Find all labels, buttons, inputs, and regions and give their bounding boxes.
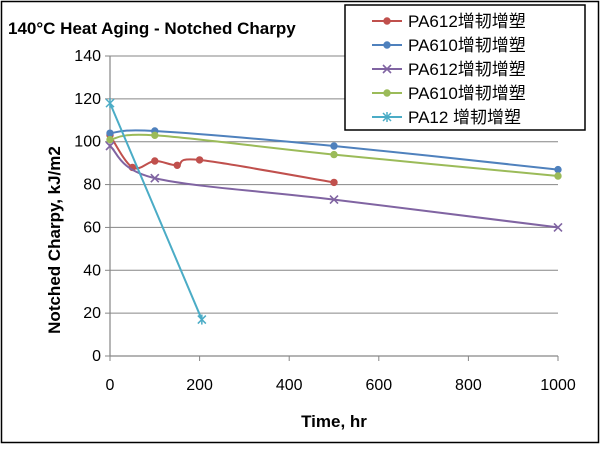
legend-marker <box>382 112 392 122</box>
x-tick-label: 0 <box>106 377 115 394</box>
data-point <box>330 150 338 159</box>
legend-marker <box>382 64 392 74</box>
data-point <box>151 157 159 165</box>
legend-label: PA612增韧增塑 <box>408 60 526 79</box>
y-tick-label: 140 <box>74 48 101 65</box>
data-point <box>554 165 562 174</box>
y-tick-label: 40 <box>83 262 101 279</box>
x-tick-label: 800 <box>455 377 482 394</box>
legend-marker <box>383 17 391 25</box>
data-point <box>195 156 204 164</box>
x-axis-label: Time, hr <box>301 412 367 431</box>
legend-item: PA610增韧增塑 <box>372 36 526 55</box>
y-tick-label: 100 <box>74 134 101 151</box>
y-axis-label: Notched Charpy, kJ/m2 <box>45 146 64 334</box>
series-2 <box>106 127 562 174</box>
series-line <box>109 145 559 229</box>
data-point <box>105 98 115 109</box>
x-tick-label: 1000 <box>540 377 576 394</box>
x-tick-label: 600 <box>365 377 392 394</box>
data-point <box>105 141 115 151</box>
y-tick-label: 0 <box>92 348 101 365</box>
series-line <box>109 129 559 171</box>
data-point <box>330 178 338 187</box>
series-3 <box>105 141 563 232</box>
x-tick-label: 400 <box>276 377 303 394</box>
y-tick-label: 20 <box>83 305 101 322</box>
legend-marker <box>383 89 391 97</box>
data-point <box>151 131 159 139</box>
legend-label: PA610增韧增塑 <box>408 36 526 55</box>
tick-labels: 0 20 40 60 80 100 120 140 0 200 400 600 800 1000 <box>74 48 576 394</box>
y-tick-label: 120 <box>74 91 101 108</box>
legend-label: PA610增韧增塑 <box>408 84 526 103</box>
data-point <box>330 142 338 150</box>
y-tick-label: 80 <box>83 177 101 194</box>
series-line <box>109 102 203 320</box>
legend-item: PA612增韧增塑 <box>372 60 526 79</box>
data-point <box>150 173 160 183</box>
series-5 <box>105 98 207 325</box>
legend-item: PA12 增韧增塑 <box>372 108 521 127</box>
data-point <box>173 161 181 169</box>
x-tick-label: 200 <box>186 377 213 394</box>
chart-title: 140°C Heat Aging - Notched Charpy <box>8 19 296 38</box>
data-point <box>197 314 207 325</box>
data-point <box>553 222 563 232</box>
legend-item: PA612增韧增塑 <box>372 12 526 31</box>
legend: PA612增韧增塑 PA610增韧增塑 PA612增韧增塑 PA610增韧增塑 PA12… <box>344 4 586 131</box>
legend-label: PA12 增韧增塑 <box>408 108 521 127</box>
series-4 <box>106 131 562 180</box>
legend-label: PA612增韧增塑 <box>408 12 526 31</box>
series-line <box>109 133 559 177</box>
data-point <box>329 195 339 205</box>
y-tick-label: 60 <box>83 219 101 236</box>
series-lines <box>105 98 563 325</box>
legend-marker <box>383 41 391 49</box>
legend-item: PA610增韧增塑 <box>372 84 526 103</box>
data-point <box>554 172 562 180</box>
data-point <box>106 135 114 144</box>
data-point <box>106 129 114 137</box>
